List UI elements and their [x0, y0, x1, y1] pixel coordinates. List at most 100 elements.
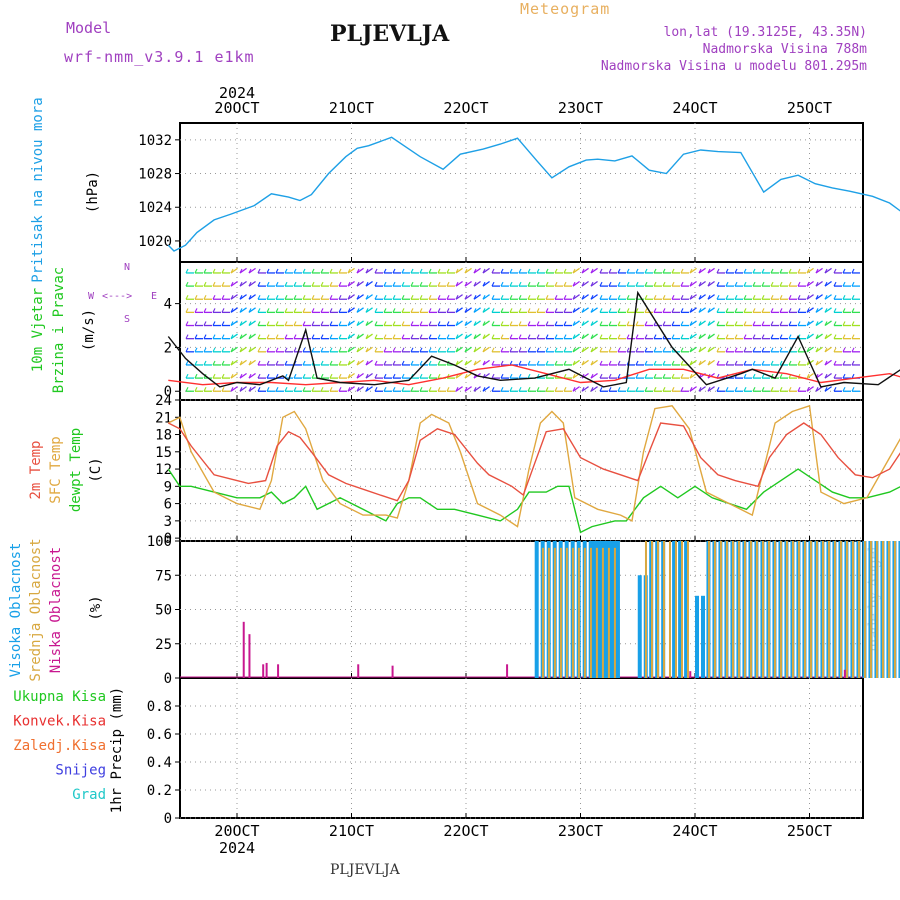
wind-barb-flag: [194, 347, 198, 353]
x-tick-label-top: 21OCT: [329, 99, 374, 117]
wind-barb-flag: [518, 334, 522, 339]
wind-barb: [581, 280, 589, 287]
wind-barb: [239, 280, 247, 287]
y-tick-label: 4: [164, 297, 172, 313]
wind-barb: [824, 294, 832, 300]
wind-barb-flag: [788, 308, 792, 313]
wind-barb-flag: [509, 281, 513, 287]
wind-barb-flag: [545, 294, 549, 300]
wind-barb-flag: [383, 373, 387, 379]
cloud-mid-bar: [743, 541, 746, 678]
wind-barb-flag: [527, 360, 531, 366]
wind-barb-flag: [248, 334, 252, 339]
wind-barb-flag: [743, 334, 747, 339]
wind-barb-flag: [788, 281, 792, 287]
wind-barb-flag: [725, 294, 729, 300]
wind-barb: [347, 294, 355, 300]
wind-barb-flag: [806, 347, 810, 353]
y-tick-label: 0: [164, 671, 172, 687]
wind-barb-flag: [374, 308, 378, 313]
wind-barb: [689, 280, 697, 287]
cloud-mid-bar: [553, 547, 556, 678]
wind-barb-flag: [284, 268, 288, 274]
wind-barb-flag: [320, 334, 324, 339]
wind-barb-flag: [824, 373, 828, 379]
wind-barb-flag: [680, 360, 684, 366]
wind-barb-flag: [230, 268, 234, 274]
wind-barb-flag: [824, 321, 828, 326]
wind-barb-flag: [617, 294, 621, 300]
wind-barb-flag: [743, 360, 747, 366]
wind-barb-flag: [491, 360, 495, 366]
wind-barb-flag: [572, 373, 576, 379]
wind-barb-flag: [410, 334, 414, 339]
wind-barb: [239, 320, 247, 327]
wind-barb-flag: [410, 268, 414, 274]
wind-barb-flag: [635, 308, 639, 313]
wind-barb-flag: [689, 281, 693, 287]
wind-barb-flag: [230, 281, 234, 287]
cloud-high-bar: [695, 595, 699, 678]
wind-barb-flag: [248, 281, 252, 287]
wind-barb: [590, 307, 598, 313]
wind-barb-flag: [734, 281, 738, 287]
precip-legend-item: Konvek.Kisa: [13, 714, 106, 730]
cloud-mid-ylabel: Srednja Oblacnost: [28, 538, 44, 681]
wind-barb-flag: [365, 268, 369, 274]
wind-barb-flag: [221, 268, 225, 274]
wind-barb: [806, 280, 814, 287]
wind-barb: [806, 333, 814, 340]
wind-barb-flag: [383, 334, 387, 339]
wind-barb-flag: [680, 294, 684, 300]
wind-barb-flag: [680, 347, 684, 353]
wind-barb-flag: [572, 294, 576, 300]
wind-barb-flag: [752, 308, 756, 313]
wind-barb: [572, 267, 580, 274]
wind-barb: [365, 333, 373, 340]
wind-barb-flag: [383, 268, 387, 274]
y-tick-label: 1028: [138, 167, 172, 183]
wind-barb-flag: [590, 281, 594, 287]
y-tick-label: 0: [164, 531, 172, 547]
wind-barb-flag: [212, 373, 216, 379]
wind-barb-flag: [662, 308, 666, 313]
wind-gust-line: [168, 364, 900, 386]
wind-barb-flag: [752, 360, 756, 366]
wind-barb-flag: [545, 334, 549, 339]
wind-barb-flag: [347, 281, 351, 287]
wind-barb: [815, 346, 823, 353]
wind-barb-flag: [392, 268, 396, 274]
wind-barb-flag: [500, 386, 504, 392]
wind-barb-flag: [716, 308, 720, 313]
cloud-mid-bar: [839, 541, 842, 678]
wind-barb-flag: [635, 360, 639, 366]
wind-barb-flag: [410, 308, 414, 313]
cloud-mid-bar: [577, 547, 580, 678]
wind-barb-flag: [689, 268, 693, 274]
wind-barb: [239, 267, 247, 274]
wind-barb-flag: [716, 386, 720, 392]
cloud-mid-bar: [719, 541, 722, 678]
cloud-mid-bar: [851, 541, 854, 678]
wind-barb-flag: [743, 321, 747, 326]
wind-barb-flag: [851, 373, 855, 379]
wind-barb-flag: [671, 308, 675, 313]
wind-barb-flag: [230, 360, 234, 366]
wind-barb-flag: [437, 268, 441, 274]
wind-barb-flag: [239, 268, 243, 274]
wind-barb-flag: [185, 360, 189, 366]
wind-barb: [248, 386, 256, 392]
cloud-mid-bar: [613, 547, 616, 678]
wind-barb-flag: [752, 347, 756, 353]
wind-barb: [824, 320, 832, 327]
wind-barb-flag: [248, 268, 252, 274]
wind-barb-flag: [230, 294, 234, 300]
wind-barb-flag: [509, 294, 513, 300]
wind-barb-flag: [329, 308, 333, 313]
wind-barb-flag: [806, 321, 810, 326]
wind-barb-flag: [635, 321, 639, 326]
wind-barb-flag: [266, 308, 270, 313]
wind-barb-flag: [824, 360, 828, 366]
wind-barb-flag: [563, 308, 567, 313]
cloud-mid-bar: [791, 541, 794, 678]
